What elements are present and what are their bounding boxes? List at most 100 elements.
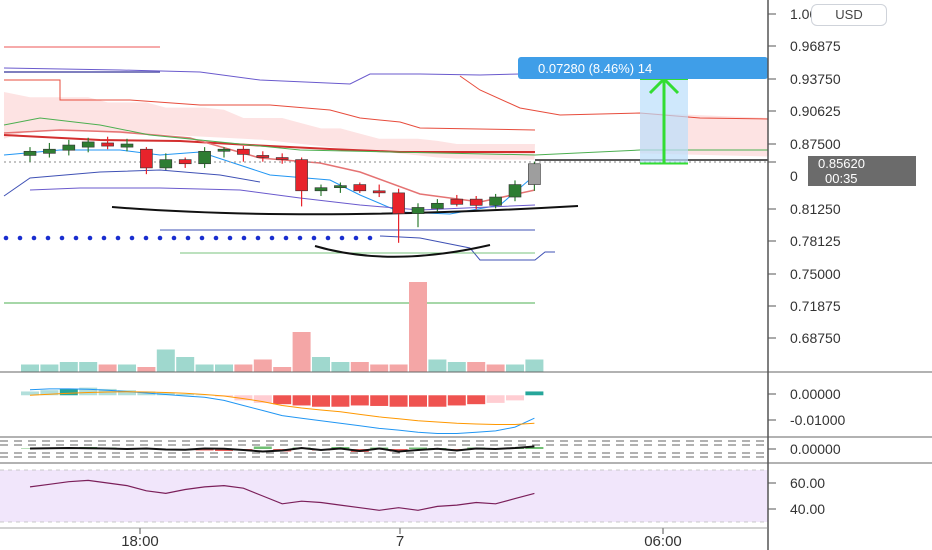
volume-bar (137, 367, 156, 372)
candle-body (353, 184, 367, 192)
candle-body (489, 196, 502, 206)
support-dot (213, 235, 219, 241)
support-dot (45, 235, 51, 241)
volume-bar (40, 364, 59, 372)
volume-bar (176, 357, 195, 372)
oscillator-bar (215, 449, 233, 451)
macd-histogram-bar (79, 387, 98, 396)
oscillator-bar (389, 449, 408, 452)
candle-body (198, 150, 211, 165)
ichimoku-cloud (4, 92, 535, 160)
volume-bar (234, 364, 253, 372)
volume-bar (253, 359, 272, 372)
support-dot (269, 235, 275, 241)
lower-step-line (3, 169, 261, 197)
volume-bar (486, 364, 505, 372)
support-dot (311, 235, 317, 241)
volume-bar (447, 362, 466, 372)
last-price-badge (808, 156, 916, 171)
currency-selector[interactable]: USD (811, 4, 887, 26)
candle-body (334, 185, 347, 188)
volume-bar (98, 364, 117, 372)
macd-histogram-bar (370, 395, 389, 406)
volume-bar (59, 362, 78, 372)
oscillator-bar (195, 449, 214, 451)
time-tick-label: 06:00 (644, 533, 682, 550)
macd-histogram-bar (331, 395, 350, 407)
macd-histogram-bar (234, 395, 253, 401)
time-tick-label: 18:00 (121, 533, 159, 550)
macd-histogram-bar (21, 391, 39, 396)
support-dot (325, 235, 331, 241)
candle-body (256, 155, 270, 158)
candle-body (101, 142, 114, 147)
countdown-badge (808, 171, 916, 186)
time-tick-label: 7 (396, 533, 404, 550)
volume-bar (195, 364, 214, 372)
price-tick-label: 0.93750 (790, 71, 841, 87)
support-dot (241, 235, 247, 241)
candle-body (81, 141, 95, 148)
price-tick-label: 0.87500 (790, 136, 841, 152)
macd-histogram-bar (176, 394, 195, 396)
support-dot (143, 235, 149, 241)
macd-histogram-bar (195, 394, 214, 396)
candle-body (508, 184, 522, 198)
support-dot (101, 235, 107, 241)
macd-histogram-bar (525, 391, 544, 396)
macd-histogram-bar (428, 395, 447, 407)
green-span-line (3, 117, 768, 156)
volume-bar (21, 364, 39, 372)
price-tick-label: 0.81250 (790, 201, 841, 217)
volume-bar (525, 359, 544, 372)
support-dot (255, 235, 261, 241)
macd-histogram-bar (118, 390, 136, 396)
macd-histogram-bar (409, 395, 427, 407)
rsi-tick-label: 60.00 (790, 475, 825, 491)
candle-body (295, 159, 308, 192)
tenkan-line (3, 129, 536, 203)
support-dot (17, 235, 23, 241)
candle-body (392, 192, 405, 214)
candle-body (120, 143, 134, 148)
lower-band-line (379, 235, 555, 261)
cloud-upper-line (4, 79, 536, 131)
volume-bar (331, 362, 350, 372)
support-dot (73, 235, 79, 241)
candle-body (62, 144, 76, 151)
macd-histogram-bar (312, 395, 330, 407)
candle-body (217, 148, 231, 152)
rsi-line (29, 479, 535, 511)
price-tick-label: 0.78125 (790, 233, 841, 249)
macd-histogram-bar (389, 395, 408, 407)
volume-bar (215, 364, 233, 372)
support-dot (199, 235, 205, 241)
price-tick-label: 0.90625 (790, 103, 841, 119)
oscillator-bar (525, 447, 544, 449)
candle-body (411, 207, 425, 214)
volume-bar (79, 362, 98, 372)
measure-label-box (518, 57, 768, 79)
support-dot (367, 235, 373, 241)
macd-histogram-bar (273, 395, 292, 405)
candle-body (528, 163, 541, 185)
candle-body (159, 159, 173, 169)
support-dot (283, 235, 289, 241)
support-dot (3, 235, 9, 241)
cloud-upper-forward (459, 75, 769, 120)
volume-bar (370, 364, 389, 372)
macd-histogram-bar (467, 395, 486, 405)
support-dot (59, 235, 65, 241)
macd-tick-label: 0.00000 (790, 386, 841, 402)
oscillator-tick-label: 0.00000 (790, 441, 841, 457)
macd-histogram-bar (292, 395, 311, 406)
macd-histogram-bar (350, 395, 369, 406)
oscillator-bar (409, 447, 427, 449)
price-tick-label: 0.96875 (790, 38, 841, 54)
countdown-label: 00:35 (825, 171, 858, 186)
support-dot (31, 235, 37, 241)
candle-body (140, 148, 153, 169)
macd-histogram-bar (486, 395, 505, 403)
volume-bar (389, 364, 408, 372)
